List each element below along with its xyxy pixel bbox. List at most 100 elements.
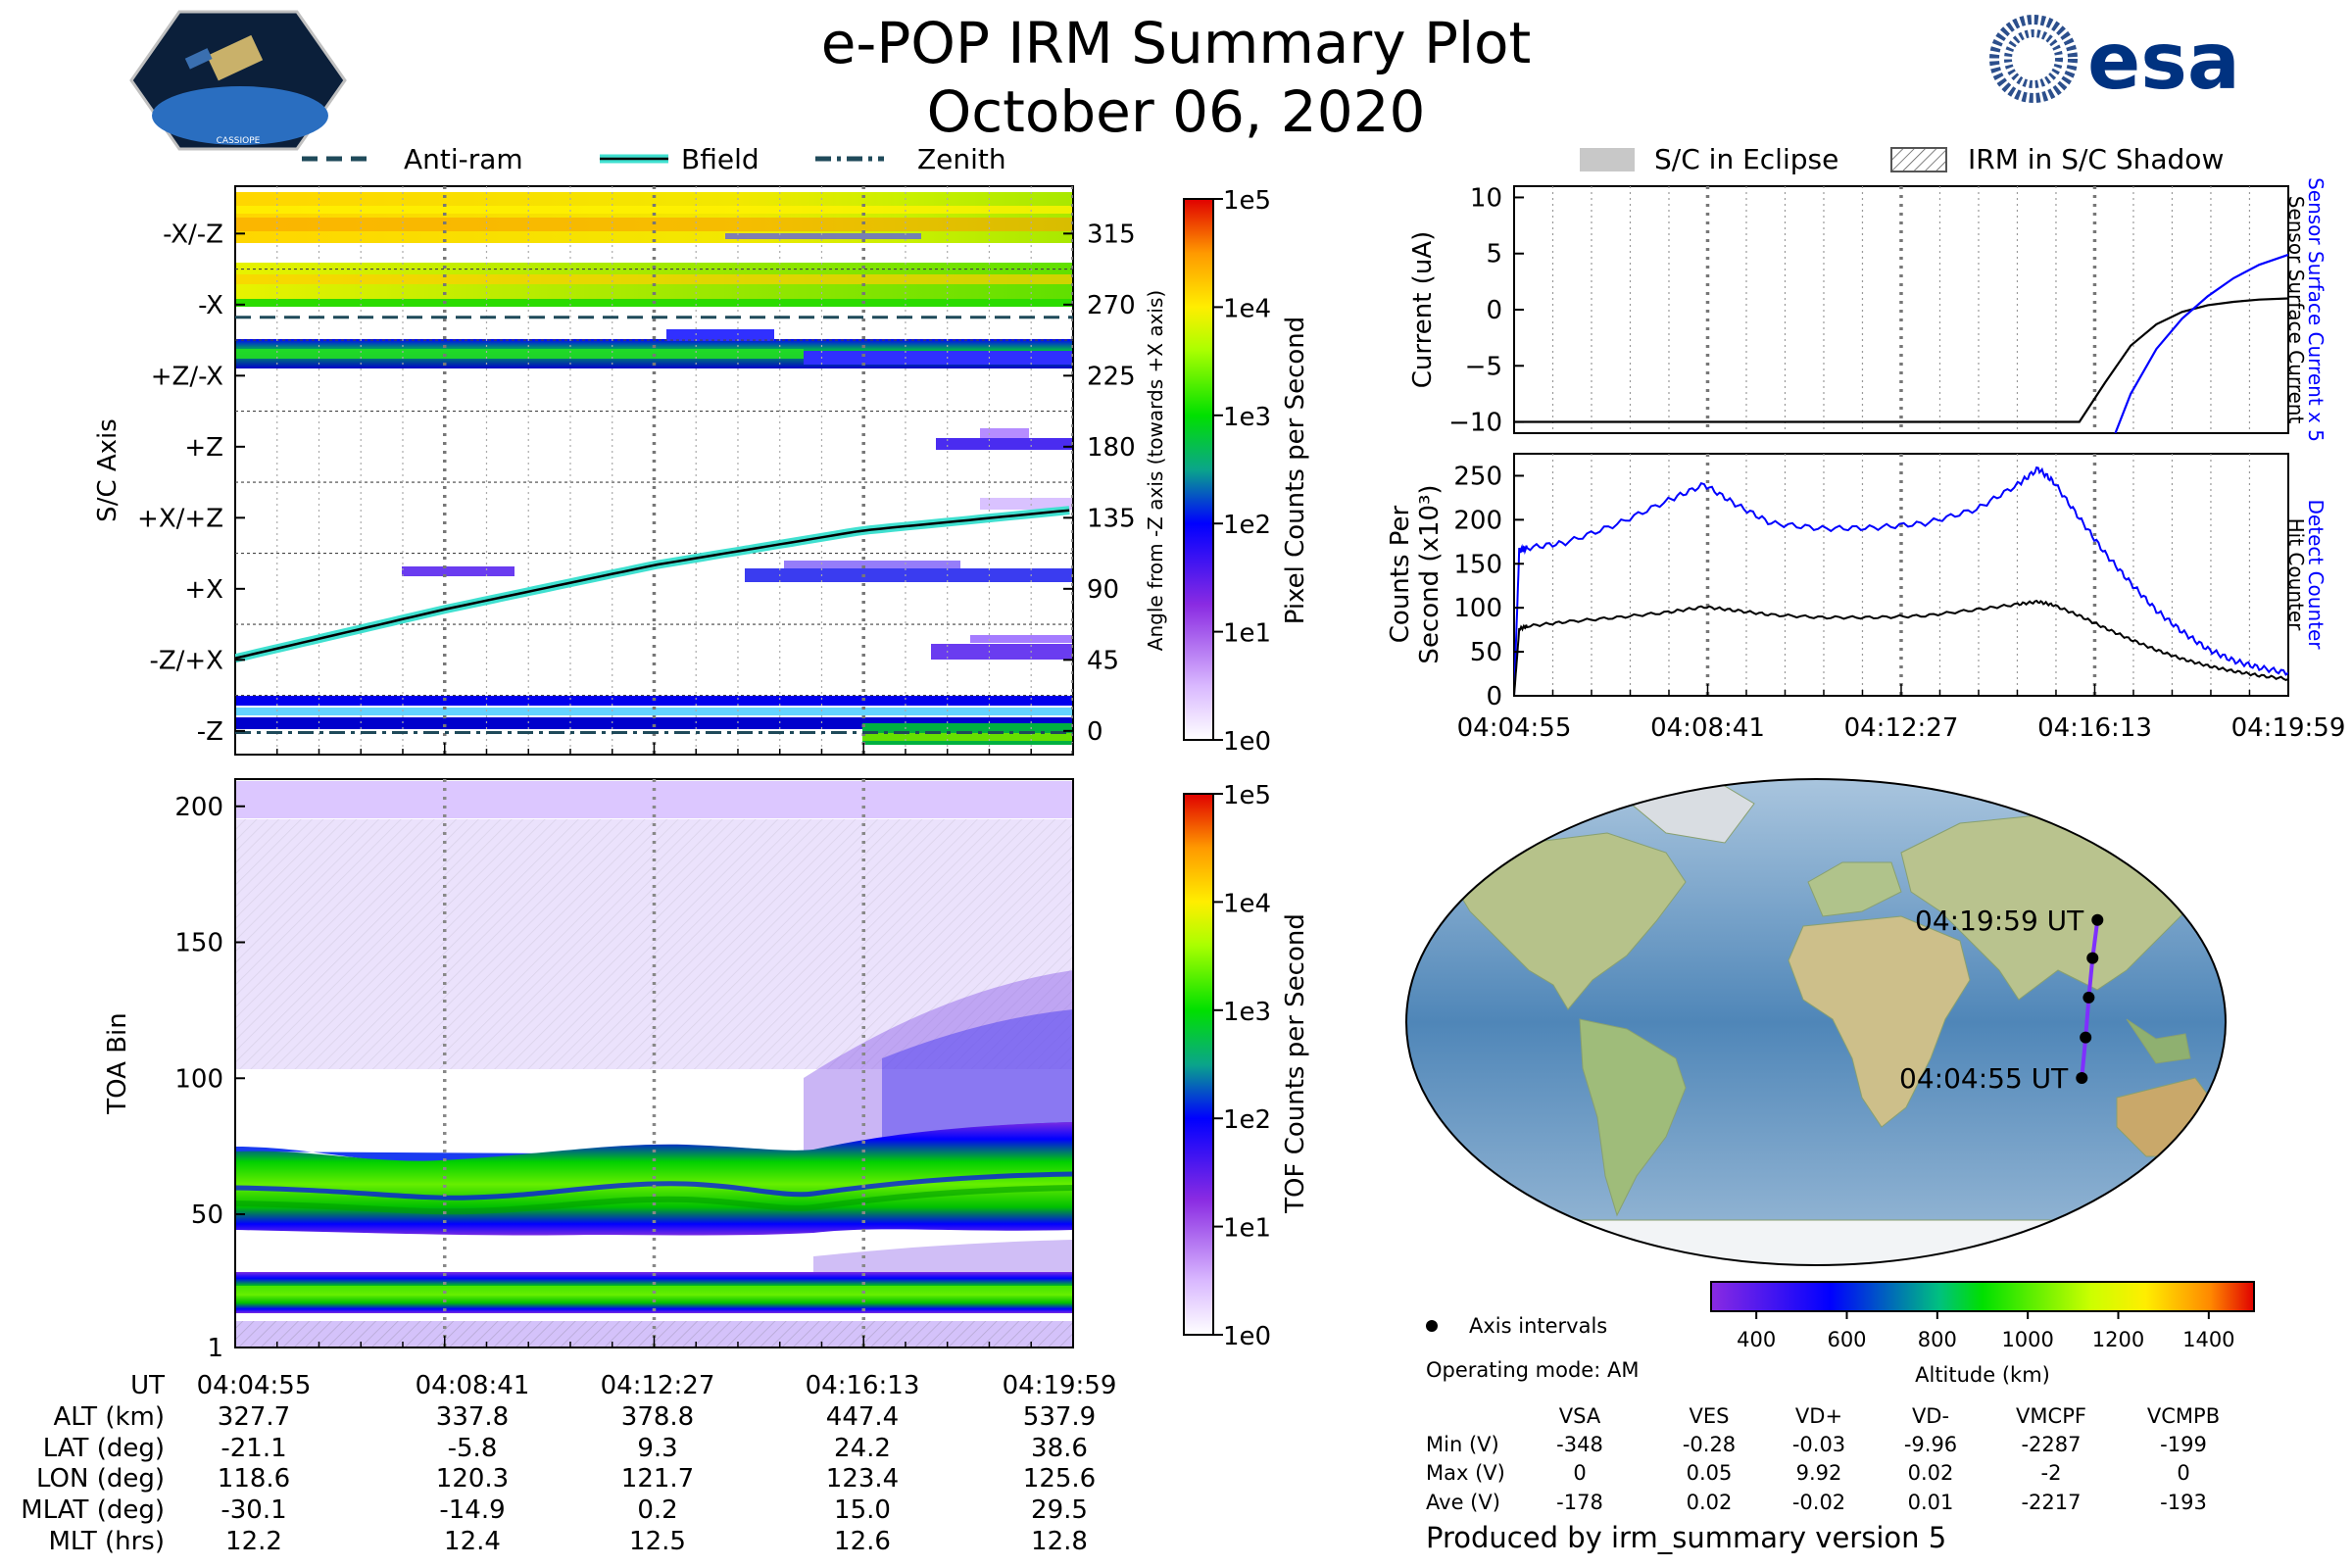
ephemeris-cell: 15.0	[834, 1495, 891, 1525]
bfield-line	[235, 509, 1070, 660]
counts-ytick-label: 200	[1453, 506, 1502, 535]
voltage-row-label: Ave (V)	[1426, 1491, 1500, 1514]
pixel-right-tick-label: 225	[1087, 362, 1136, 391]
pixel-spectrogram-image	[235, 192, 1073, 745]
ephemeris-cell: 12.6	[834, 1527, 891, 1556]
voltage-cell: -0.28	[1683, 1433, 1736, 1456]
current-legend: S/C in Eclipse IRM in S/C Shadow	[1580, 143, 2224, 175]
colorbar-tick-label: 1e2	[1223, 511, 1271, 540]
pixel-colorbar-ticks: 1e0 1e1 1e2 1e3 1e4 1e5	[1213, 186, 1271, 757]
ephemeris-cell: 120.3	[436, 1464, 509, 1494]
voltage-row-label: Max (V)	[1426, 1461, 1505, 1485]
voltage-cell: 0.05	[1687, 1461, 1733, 1485]
current-panel: 10 5 0 −5 −10 Current (uA) Sensor Surface Cu…	[1408, 177, 2328, 442]
voltage-cell: -0.03	[1792, 1433, 1845, 1456]
counts-xtick-label: 04:04:55	[1457, 713, 1572, 743]
tof-colorbar-bar	[1183, 793, 1214, 1336]
pixel-colorbar-bar	[1183, 198, 1214, 741]
colorbar-tick-label: 1e1	[1223, 619, 1271, 649]
ephemeris-cell: 378.8	[621, 1402, 694, 1432]
pixel-right-tick-label: 315	[1087, 220, 1136, 249]
current-ytick-label: 5	[1486, 240, 1502, 270]
page-title: e-POP IRM Summary Plot	[820, 10, 1532, 76]
ephemeris-cell: 12.2	[225, 1527, 282, 1556]
pixel-right-tick-label: 135	[1087, 504, 1136, 533]
ephemeris-cell: -14.9	[439, 1495, 505, 1525]
counts-ylabel-line1: Counts Per	[1386, 505, 1415, 643]
current-right-label-black: Sensor Surface Current	[2284, 196, 2308, 424]
map-label-start: 04:04:55 UT	[1899, 1062, 2069, 1095]
voltage-cell: -178	[1556, 1491, 1603, 1514]
ephemeris-cell: 537.9	[1023, 1402, 1096, 1432]
colorbar-tick-label: 1e5	[1223, 781, 1271, 810]
colorbar-tick-label: 1e4	[1223, 889, 1271, 918]
ephemeris-cell: 0.2	[637, 1495, 677, 1525]
pixel-ytick-label: +Z	[184, 433, 223, 463]
pixel-ytick-label: +X/+Z	[137, 504, 223, 533]
voltage-header: VES	[1690, 1404, 1730, 1428]
page-date: October 06, 2020	[926, 78, 1426, 145]
tof-ytick-label: 200	[174, 793, 223, 822]
map-label-end: 04:19:59 UT	[1915, 905, 2084, 937]
counts-series-line	[1514, 599, 2288, 696]
pixel-right-ylabel: Angle from -Z axis (towards +X axis)	[1144, 290, 1167, 651]
cassiope-logo-text: CASSIOPE	[217, 136, 261, 146]
counts-xtick-label: 04:12:27	[1844, 713, 1959, 743]
pixel-right-tick-label: 90	[1087, 575, 1119, 605]
current-right-label-blue: Sensor Surface Current x 5	[2304, 177, 2328, 442]
eclipse-legend-swatch	[1580, 148, 1635, 172]
voltage-header: VMCPF	[2016, 1404, 2086, 1428]
tof-ytick-label: 50	[191, 1200, 223, 1230]
counts-xtick-label: 04:19:59	[2231, 713, 2346, 743]
legend-eclipse: S/C in Eclipse	[1654, 143, 1838, 175]
altitude-tick-label: 800	[1918, 1328, 1957, 1351]
voltage-cell: -2217	[2021, 1491, 2081, 1514]
current-series-line	[2114, 253, 2288, 433]
tof-ylabel: TOA Bin	[103, 1012, 132, 1114]
voltage-header: VD-	[1912, 1404, 1949, 1428]
counts-series	[1514, 466, 2288, 696]
colorbar-tick-label: 1e3	[1223, 998, 1271, 1027]
counts-ytick-label: 150	[1453, 550, 1502, 579]
colorbar-tick-label: 1e3	[1223, 403, 1271, 432]
ephemeris-cell: 29.5	[1031, 1495, 1088, 1525]
voltage-cell: -199	[2160, 1433, 2207, 1456]
orbit-map: 04:04:55 UT 04:19:59 UT	[1405, 778, 2227, 1266]
voltage-header: VSA	[1559, 1404, 1601, 1428]
voltage-row-label: Min (V)	[1426, 1433, 1499, 1456]
tof-colorbar: 1e0 1e1 1e2 1e3 1e4 1e5 TOF Counts per Second	[1183, 781, 1310, 1351]
pixel-ylabel: S/C Axis	[93, 418, 122, 522]
voltage-cell: 0.02	[1687, 1491, 1733, 1514]
tof-colorbar-ticks: 1e0 1e1 1e2 1e3 1e4 1e5	[1213, 781, 1271, 1351]
pixel-right-tick-label: 45	[1087, 646, 1119, 675]
voltage-cell: -0.02	[1792, 1491, 1845, 1514]
pixel-axis-ticks: -X/-Z 315 -X 270 +Z/-X 225 +Z 180 +X/+Z 135 +X 90 -Z…	[137, 220, 1136, 755]
voltage-cell: -2287	[2021, 1433, 2081, 1456]
counts-xtick-label: 04:08:41	[1650, 713, 1765, 743]
current-series-line	[1514, 297, 2288, 423]
current-ytick-label: 0	[1486, 296, 1502, 325]
orbit-interval-dot	[2086, 952, 2099, 964]
pixel-ytick-label: -Z	[197, 717, 223, 747]
colorbar-tick-label: 1e4	[1223, 294, 1271, 323]
pixel-spectrogram-panel: -X/-Z 315 -X 270 +Z/-X 225 +Z 180 +X/+Z 135 +X 90 -Z…	[93, 185, 1167, 756]
current-series	[1514, 253, 2288, 433]
colorbar-tick-label: 1e5	[1223, 186, 1271, 216]
current-axis-ticks: 10 5 0 −5 −10	[1448, 183, 1524, 438]
ephemeris-cell: -30.1	[220, 1495, 286, 1525]
ephemeris-cell: 12.8	[1031, 1527, 1088, 1556]
current-ytick-label: −5	[1465, 352, 1502, 381]
ephemeris-row-label: UT	[130, 1371, 165, 1400]
pixel-colorbar-label: Pixel Counts per Second	[1281, 317, 1310, 625]
altitude-tick-label: 600	[1827, 1328, 1866, 1351]
altitude-tick-label: 1400	[2182, 1328, 2234, 1351]
voltage-cell: 0	[2177, 1461, 2189, 1485]
orbit-interval-dots	[2076, 913, 2104, 1084]
pixel-ytick-label: -Z/+X	[149, 646, 223, 675]
ephemeris-cell: 327.7	[218, 1402, 290, 1432]
orbit-interval-dot	[2091, 913, 2104, 926]
current-grid-lines	[1551, 186, 2251, 433]
ephemeris-row-label: LON (deg)	[36, 1464, 165, 1494]
ephemeris-cell: 04:12:27	[601, 1371, 715, 1400]
counts-right-label-black: Hit Counter	[2284, 518, 2308, 631]
